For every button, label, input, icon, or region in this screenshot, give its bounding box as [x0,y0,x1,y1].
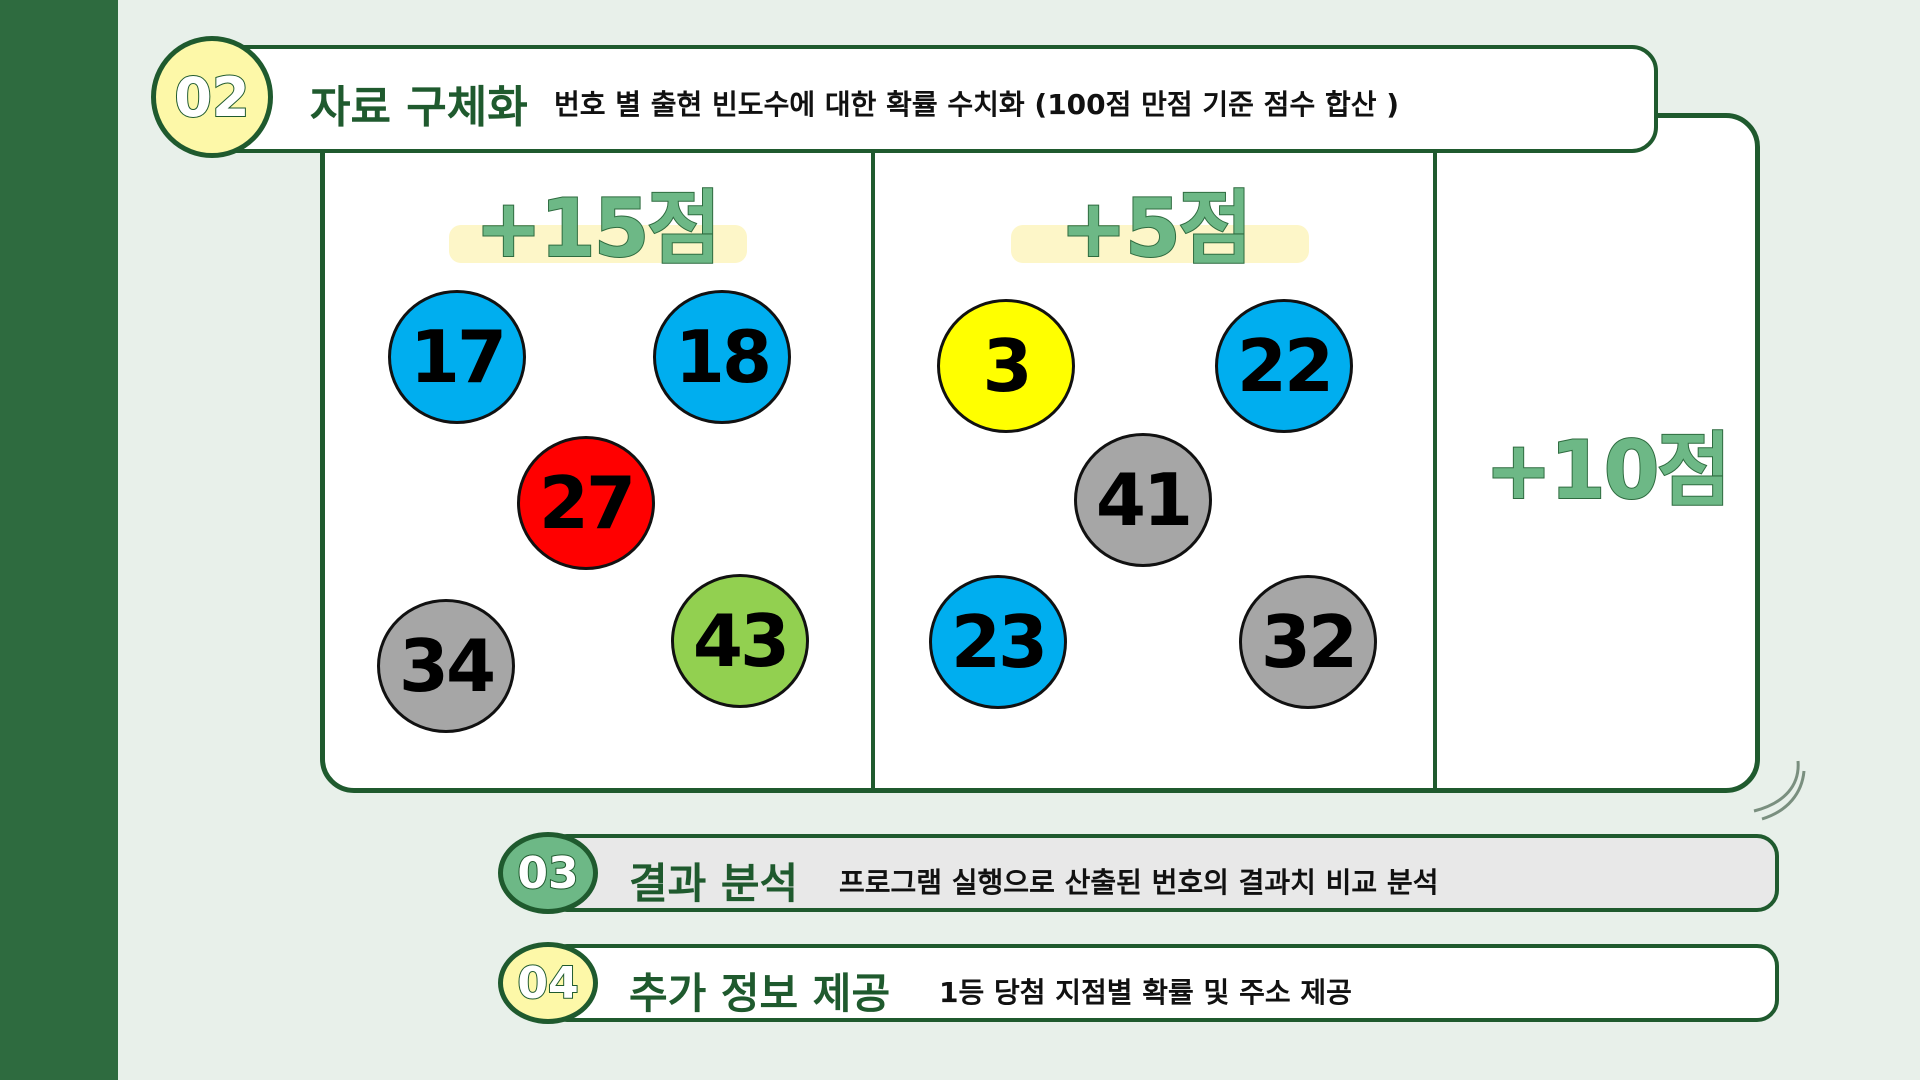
step-04-number-badge: 04 [498,942,598,1024]
score-label-10: +10점 [1484,423,1732,518]
ball-43: 43 [671,574,809,708]
step-02-title: 자료 구체화 [310,82,528,133]
corner-swoosh-decoration [1753,760,1806,821]
step-03-number-badge: 03 [498,832,598,914]
ball-27: 27 [517,436,655,570]
ball-34: 34 [377,599,515,733]
step-04-header: 추가 정보 제공 1등 당첨 지점별 확률 및 주소 제공 [545,944,1779,1022]
step-04-title: 추가 정보 제공 [629,969,891,1018]
number-score-panel: +15점 17 18 27 34 43 +5점 3 22 41 23 32 +1… [320,113,1760,793]
step-02-header: 자료 구체화 번호 별 출현 빈도수에 대한 확률 수치화 (100점 만점 기… [210,45,1658,153]
column-divider-1 [871,118,875,788]
step-02-description: 번호 별 출현 빈도수에 대한 확률 수치화 (100점 만점 기준 점수 합산… [554,88,1400,121]
step-02-number-badge: 02 [151,36,273,158]
ball-22: 22 [1215,299,1353,433]
score-highlight-2 [1011,225,1309,263]
score-label-5: +5점 [1059,181,1253,276]
ball-3: 3 [937,299,1075,433]
step-03-title: 결과 분석 [629,859,799,908]
ball-41: 41 [1074,433,1212,567]
step-03-header: 결과 분석 프로그램 실행으로 산출된 번호의 결과치 비교 분석 [545,834,1779,912]
score-highlight-1 [449,225,747,263]
step-02-number: 02 [173,65,250,130]
step-04-number: 04 [516,957,579,1010]
column-divider-2 [1433,118,1437,788]
score-label-15: +15점 [474,181,722,276]
left-sidebar-band [0,0,118,1080]
ball-32: 32 [1239,575,1377,709]
step-03-number: 03 [516,847,579,900]
ball-18: 18 [653,290,791,424]
step-04-description: 1등 당첨 지점별 확률 및 주소 제공 [939,976,1352,1009]
ball-17: 17 [388,290,526,424]
ball-23: 23 [929,575,1067,709]
step-03-description: 프로그램 실행으로 산출된 번호의 결과치 비교 분석 [839,866,1439,899]
